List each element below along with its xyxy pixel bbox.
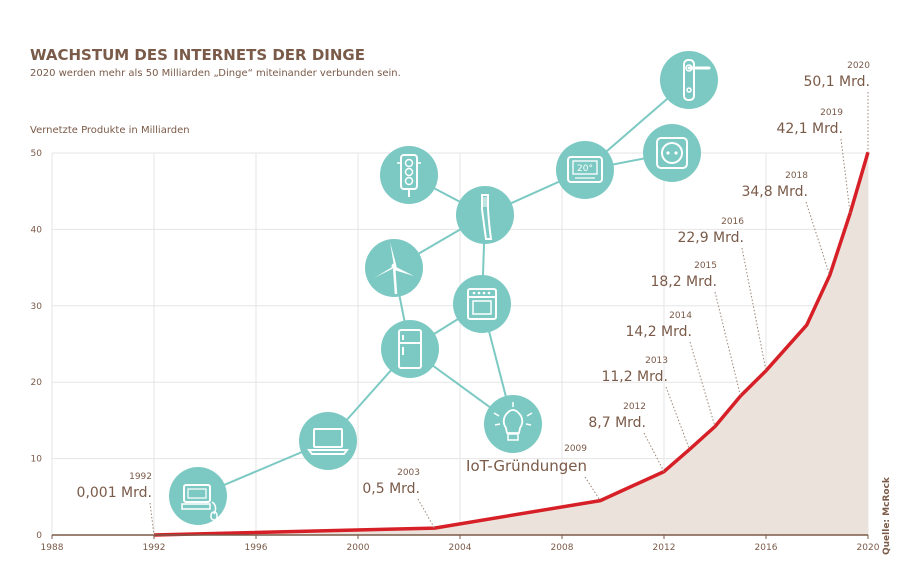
annotation-2020: 2020 50,1 Mrd. — [803, 61, 870, 153]
annotation-2015: 2015 18,2 Mrd. — [650, 261, 741, 397]
annotation-leader — [840, 138, 851, 214]
annotation-value: 22,9 Mrd. — [677, 230, 744, 246]
annotation-value: 0,5 Mrd. — [362, 481, 420, 497]
y-tick-label: 10 — [31, 455, 43, 465]
annotation-year: 2020 — [847, 61, 870, 71]
annotations: 1992 0,001 Mrd. 2003 0,5 Mrd. 2009 IoT-Gründu… — [77, 61, 870, 536]
device-network: 20° — [169, 51, 718, 525]
wind-turbine-icon — [365, 239, 423, 297]
annotation-2016: 2016 22,9 Mrd. — [677, 217, 767, 371]
annotation-value: 14,2 Mrd. — [625, 324, 692, 340]
laptop-icon — [299, 412, 357, 470]
annotation-year: 2009 — [564, 444, 587, 454]
annotation-value: 42,1 Mrd. — [776, 121, 843, 137]
fridge-icon — [381, 320, 439, 378]
y-tick-label: 30 — [31, 302, 43, 312]
annotation-year: 2013 — [645, 356, 668, 366]
y-axis-label: Vernetzte Produkte in Milliarden — [30, 125, 190, 136]
annotation-year: 2003 — [397, 468, 420, 478]
x-tick-label: 1992 — [143, 543, 166, 553]
annotation-year: 2016 — [721, 217, 744, 227]
annotation-value: 34,8 Mrd. — [741, 184, 808, 200]
network-nodes: 20° — [169, 51, 718, 525]
annotation-leader — [689, 341, 716, 427]
annotation-value: 18,2 Mrd. — [650, 274, 717, 290]
network-connectors — [197, 79, 690, 497]
svg-text:20°: 20° — [577, 164, 593, 174]
annotation-value: 11,2 Mrd. — [601, 369, 668, 385]
annotation-year: 2014 — [669, 311, 692, 321]
x-tick-label: 2012 — [653, 543, 676, 553]
traffic-light-icon — [380, 146, 438, 204]
y-tick-label: 20 — [31, 378, 43, 388]
toothbrush-icon — [456, 186, 514, 244]
annotation-leader — [417, 498, 435, 529]
annotation-leader — [665, 386, 690, 450]
annotation-year: 1992 — [129, 472, 152, 482]
annotation-leader — [714, 291, 741, 397]
x-tick-label: 1996 — [245, 543, 268, 553]
computer-icon — [169, 467, 227, 525]
power-socket-icon — [643, 124, 701, 182]
annotation-2019: 2019 42,1 Mrd. — [776, 108, 851, 214]
annotation-2003: 2003 0,5 Mrd. — [362, 468, 435, 529]
annotation-value: IoT-Gründungen — [466, 457, 587, 475]
annotation-year: 2019 — [820, 108, 843, 118]
x-tick-label: 2004 — [449, 543, 472, 553]
area-layer — [154, 152, 868, 535]
annotation-year: 2018 — [785, 171, 808, 181]
source-label: Quelle: McRock — [882, 476, 892, 555]
y-tick-label: 40 — [31, 225, 43, 235]
annotation-1992: 1992 0,001 Mrd. — [77, 472, 155, 536]
light-bulb-icon — [484, 395, 542, 453]
thermostat-icon: 20° — [556, 141, 614, 199]
annotation-value: 8,7 Mrd. — [588, 415, 646, 431]
annotation-leader — [584, 476, 601, 501]
x-tick-label: 2008 — [551, 543, 574, 553]
annotation-leader — [805, 201, 831, 276]
x-tick-label: 2000 — [347, 543, 370, 553]
chart-subtitle: 2020 werden mehr als 50 Milliarden „Ding… — [30, 68, 401, 79]
annotation-2012: 2012 8,7 Mrd. — [588, 402, 665, 472]
x-tick-label: 2016 — [755, 543, 778, 553]
annotation-value: 0,001 Mrd. — [77, 485, 152, 501]
annotation-2013: 2013 11,2 Mrd. — [601, 356, 690, 450]
growth-area — [154, 152, 868, 535]
line-layer — [153, 151, 870, 537]
x-tick-label: 1988 — [41, 543, 64, 553]
growth-line — [153, 151, 870, 537]
annotation-leader — [741, 247, 767, 371]
chart-title: WACHSTUM DES INTERNETS DER DINGE — [30, 46, 365, 64]
annotation-2014: 2014 14,2 Mrd. — [625, 311, 716, 427]
annotation-year: 2012 — [623, 402, 646, 412]
annotation-leader — [643, 432, 665, 472]
annotation-year: 2015 — [694, 261, 717, 271]
annotation-value: 50,1 Mrd. — [803, 74, 870, 90]
oven-icon — [453, 275, 511, 333]
annotation-2018: 2018 34,8 Mrd. — [741, 171, 831, 276]
x-tick-label: 2020 — [857, 543, 880, 553]
annotation-2009: 2009 IoT-Gründungen — [466, 444, 601, 501]
annotation-leader — [149, 502, 155, 536]
door-handle-icon — [660, 51, 718, 109]
y-tick-label: 50 — [31, 149, 43, 159]
y-tick-label: 0 — [36, 531, 42, 541]
